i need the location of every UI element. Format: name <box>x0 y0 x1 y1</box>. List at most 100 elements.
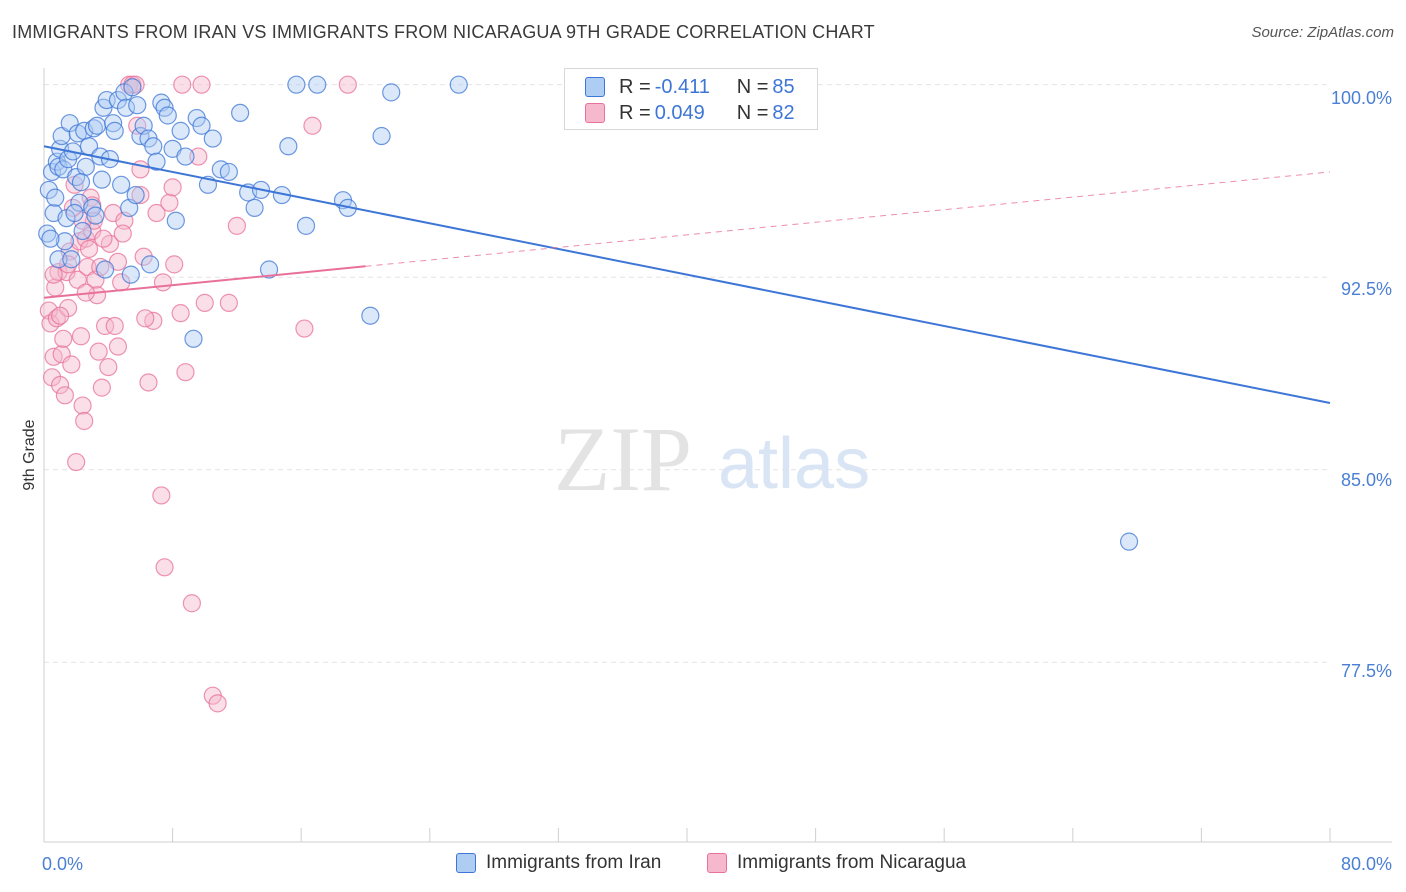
chart-title: IMMIGRANTS FROM IRAN VS IMMIGRANTS FROM … <box>12 22 875 42</box>
nicaragua-point <box>208 694 227 713</box>
iran-point <box>105 121 124 140</box>
nicaragua-point <box>68 270 87 289</box>
bottom-legend-nicaragua: Immigrants from Nicaragua <box>707 852 966 874</box>
data-points <box>38 75 1139 713</box>
iran-point <box>308 75 327 94</box>
iran-point <box>121 265 140 284</box>
nicaragua-trend-line-dashed <box>365 171 1331 267</box>
nicaragua-point <box>44 265 63 284</box>
legend-n-label: N = <box>736 75 769 98</box>
iran-trend-line <box>43 145 1331 404</box>
nicaragua-point <box>91 257 110 277</box>
iran-point <box>449 75 468 94</box>
iran-point <box>49 157 68 176</box>
bottom-legend-label-iran: Immigrants from Iran <box>486 852 662 873</box>
watermark-atlas: atlas <box>718 424 870 504</box>
iran-point <box>231 103 250 123</box>
bottom-legend-iran: Immigrants from Iran <box>456 852 661 874</box>
iran-point <box>71 173 91 192</box>
nicaragua-point <box>219 293 238 312</box>
nicaragua-point <box>128 116 147 135</box>
iran-point <box>171 121 190 140</box>
nicaragua-point <box>171 304 190 323</box>
iran-point <box>73 221 92 241</box>
iran-point <box>140 255 160 274</box>
iran-point <box>123 78 142 97</box>
legend-n-value: 82 <box>772 101 795 124</box>
nicaragua-point <box>152 486 171 505</box>
nicaragua-point <box>155 558 174 577</box>
iran-point <box>361 306 380 325</box>
nicaragua-point <box>59 255 78 274</box>
nicaragua-point <box>108 337 128 356</box>
nicaragua-point <box>75 411 94 431</box>
nicaragua-point <box>192 75 211 94</box>
iran-point <box>184 329 203 348</box>
nicaragua-point <box>160 193 179 212</box>
nicaragua-point <box>94 229 113 248</box>
iran-point <box>1119 532 1139 551</box>
iran-point <box>41 229 60 248</box>
nicaragua-point <box>50 375 70 395</box>
iran-point <box>245 198 264 217</box>
iran-point <box>116 98 136 117</box>
nicaragua-point <box>50 306 70 325</box>
nicaragua-point <box>113 224 132 243</box>
nicaragua-point <box>99 357 118 377</box>
trend-lines <box>43 145 1331 404</box>
iran-point <box>144 137 163 156</box>
nicaragua-point <box>139 373 158 392</box>
x-axis-ticks <box>172 828 1331 842</box>
iran-point <box>95 260 115 279</box>
legend-r-label: R = <box>619 75 651 98</box>
nicaragua-point <box>78 257 97 277</box>
iran-point <box>65 203 84 223</box>
iran-point <box>38 224 57 243</box>
iran-point <box>147 152 166 171</box>
x-max-label: 80.0% <box>1341 854 1392 874</box>
iran-point <box>219 162 238 182</box>
y-tick-label: 100.0% <box>1331 88 1392 108</box>
nicaragua-point <box>176 363 195 382</box>
bottom-legend-label-nicaragua: Immigrants from Nicaragua <box>737 852 967 873</box>
iran-point <box>92 170 111 189</box>
nicaragua-point <box>79 239 99 259</box>
y-tick-labels: 100.0% 92.5% 85.0% 77.5% <box>1331 88 1392 681</box>
legend-swatch-iran <box>585 77 605 97</box>
nicaragua-point <box>89 342 108 361</box>
iran-point <box>87 116 107 135</box>
iran-point <box>62 250 81 269</box>
legend-r-value: 0.049 <box>654 101 705 124</box>
nicaragua-point <box>195 293 214 312</box>
nicaragua-point <box>67 452 86 472</box>
nicaragua-point <box>131 185 150 205</box>
nicaragua-point <box>54 329 73 348</box>
x-min-label: 0.0% <box>42 854 83 874</box>
legend-row-nicaragua: R = 0.049 N = 82 <box>585 100 799 126</box>
nicaragua-point <box>163 178 182 197</box>
stats-legend: R = -0.411 N = 85 R = 0.049 N = 82 <box>564 68 818 130</box>
legend-r-value: -0.411 <box>654 75 710 98</box>
nicaragua-point <box>55 386 74 405</box>
nicaragua-point <box>165 255 184 274</box>
legend-n-label: N = <box>736 101 769 124</box>
nicaragua-point <box>92 378 111 397</box>
y-tick-label: 92.5% <box>1341 279 1392 299</box>
y-tick-label: 85.0% <box>1341 470 1392 490</box>
iran-point <box>112 175 131 194</box>
legend-row-iran: R = -0.411 N = 85 <box>585 74 799 100</box>
nicaragua-point <box>227 216 246 235</box>
nicaragua-point <box>295 319 314 338</box>
y-tick-label: 77.5% <box>1341 661 1392 681</box>
bottom-legend-swatch-iran <box>456 853 476 873</box>
iran-point <box>296 216 316 235</box>
iran-point <box>46 188 65 207</box>
iran-point <box>259 260 279 279</box>
watermark-zip: ZIP <box>554 408 692 510</box>
iran-point <box>104 114 123 133</box>
nicaragua-point <box>62 355 81 374</box>
nicaragua-point <box>105 316 124 336</box>
nicaragua-point <box>95 316 115 336</box>
nicaragua-point <box>136 309 155 328</box>
nicaragua-point <box>303 116 322 135</box>
